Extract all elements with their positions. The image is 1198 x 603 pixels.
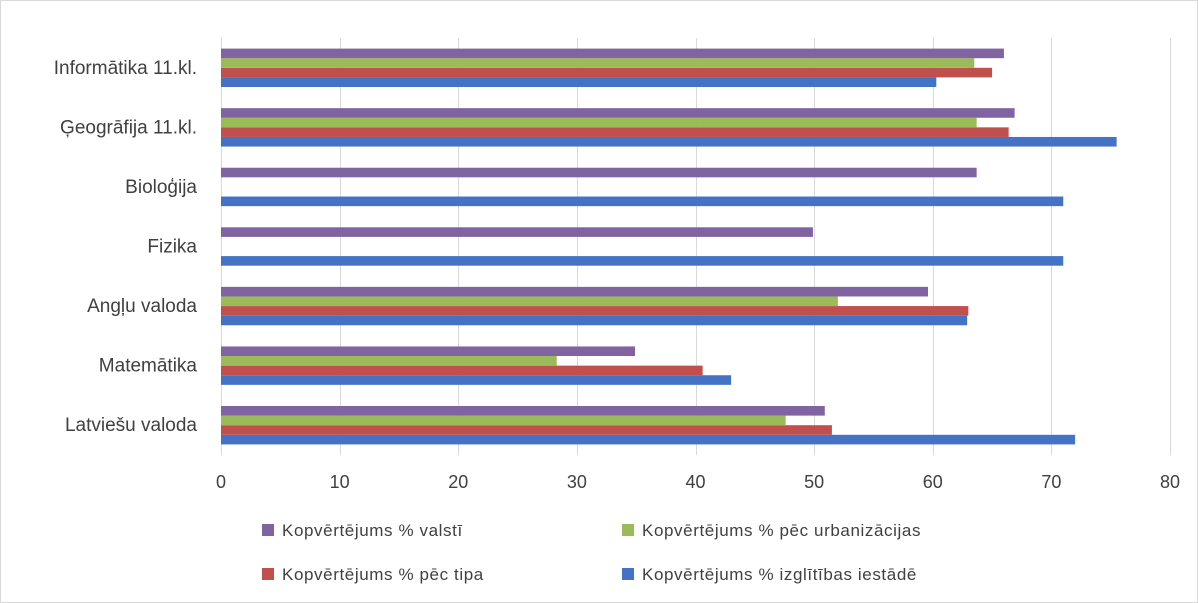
x-tick-label: 20 (448, 472, 468, 492)
bar (221, 375, 732, 385)
x-tick-label: 0 (216, 472, 226, 492)
bar (221, 434, 1076, 445)
x-tick-label: 50 (804, 472, 824, 492)
bar (221, 425, 832, 435)
bar (221, 306, 969, 316)
bar (221, 58, 975, 68)
x-tick-label: 80 (1160, 472, 1180, 492)
bar (221, 48, 1004, 59)
bar (221, 415, 786, 426)
category-label: Fizika (147, 237, 197, 258)
bar (221, 346, 635, 357)
legend-swatch (262, 568, 274, 580)
category-label: Bioloģija (125, 177, 197, 198)
bar (221, 167, 977, 178)
legend-label: Kopvērtējums % izglītības iestādē (642, 565, 917, 584)
x-tick-labels: 0 10 20 30 40 50 60 70 80 (216, 472, 1180, 492)
bar (221, 127, 1009, 137)
category-labels: Latviešu valoda Matemātika Angļu valoda Fiz… (54, 58, 198, 436)
bar (221, 67, 993, 78)
gridlines (221, 38, 1171, 455)
legend: Kopvērtējums % valstī Kopvērtējums % pēc … (262, 521, 921, 584)
bar (221, 136, 1117, 147)
legend-label: Kopvērtējums % pēc urbanizācijas (642, 521, 921, 540)
x-tick-label: 70 (1041, 472, 1061, 492)
category-label: Informātika 11.kl. (54, 58, 197, 79)
bar (221, 315, 968, 326)
bar (221, 296, 838, 307)
bar (221, 108, 1015, 118)
bar (221, 227, 813, 237)
category-label: Angļu valoda (87, 296, 197, 317)
bars (221, 48, 1117, 445)
bar (221, 365, 703, 376)
x-tick-label: 60 (923, 472, 943, 492)
x-tick-label: 10 (330, 472, 350, 492)
bar (221, 117, 977, 128)
bar (221, 196, 1064, 207)
legend-label: Kopvērtējums % pēc tipa (282, 565, 484, 584)
bar (221, 356, 557, 366)
legend-swatch (622, 524, 634, 536)
bar (221, 77, 937, 87)
x-tick-label: 30 (567, 472, 587, 492)
category-label: Latviešu valoda (65, 415, 197, 436)
x-tick-label: 40 (685, 472, 705, 492)
category-label: Ģeogrāfija 11.kl. (60, 117, 197, 138)
bar (221, 256, 1064, 266)
legend-swatch (622, 568, 634, 580)
legend-swatch (262, 524, 274, 536)
bar (221, 406, 825, 416)
category-label: Matemātika (99, 356, 198, 377)
legend-label: Kopvērtējums % valstī (282, 521, 463, 540)
bar (221, 286, 928, 297)
